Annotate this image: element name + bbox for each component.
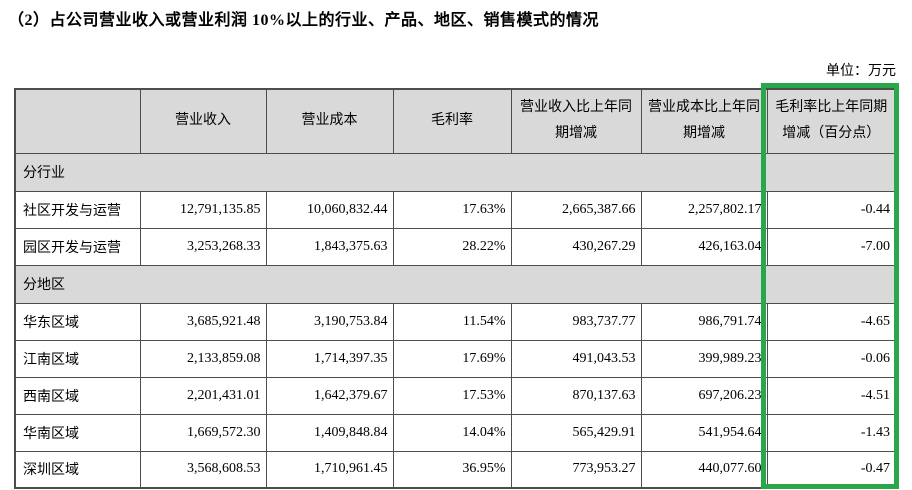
- table-row: 园区开发与运营 3,253,268.33 1,843,375.63 28.22%…: [14, 227, 897, 266]
- row-label: 深圳区域: [14, 450, 141, 489]
- col-header-revenue: 营业收入: [139, 88, 267, 154]
- cell-margin-change: -1.43: [766, 413, 897, 452]
- cell-revenue-change: 430,267.29: [510, 227, 642, 266]
- cell-margin: 17.63%: [392, 190, 512, 229]
- cell-margin-change: -4.51: [766, 376, 897, 415]
- cell-cost-change: 2,257,802.17: [640, 190, 768, 229]
- row-label: 华南区域: [14, 413, 141, 452]
- section-label: 分地区: [14, 264, 897, 304]
- cell-cost: 1,710,961.45: [265, 450, 394, 489]
- cell-cost: 3,190,753.84: [265, 302, 394, 341]
- table-row: 社区开发与运营 12,791,135.85 10,060,832.44 17.6…: [14, 190, 897, 229]
- cell-margin-change: -7.00: [766, 227, 897, 266]
- row-label: 社区开发与运营: [14, 190, 141, 229]
- cell-cost-change: 697,206.23: [640, 376, 768, 415]
- cell-revenue-change: 983,737.77: [510, 302, 642, 341]
- cell-margin: 28.22%: [392, 227, 512, 266]
- col-header-cost: 营业成本: [265, 88, 394, 154]
- cell-margin: 36.95%: [392, 450, 512, 489]
- table-row: 西南区域 2,201,431.01 1,642,379.67 17.53% 87…: [14, 376, 897, 415]
- unit-label: 单位：万元: [826, 64, 896, 79]
- page-title: （2）占公司营业收入或营业利润 10%以上的行业、产品、地区、销售模式的情况: [8, 12, 600, 29]
- cell-revenue-change: 491,043.53: [510, 339, 642, 378]
- cell-cost-change: 399,989.23: [640, 339, 768, 378]
- cell-margin: 14.04%: [392, 413, 512, 452]
- col-header-blank: [14, 88, 141, 154]
- col-header-margin-change: 毛利率比上年同期增减（百分点）: [766, 88, 897, 154]
- row-label: 西南区域: [14, 376, 141, 415]
- table-header-row: 营业收入 营业成本 毛利率 营业收入比上年同期增减 营业成本比上年同期增减 毛利…: [14, 88, 897, 154]
- cell-revenue-change: 870,137.63: [510, 376, 642, 415]
- row-label: 园区开发与运营: [14, 227, 141, 266]
- col-header-cost-change: 营业成本比上年同期增减: [640, 88, 768, 154]
- cell-margin-change: -0.06: [766, 339, 897, 378]
- row-label: 江南区域: [14, 339, 141, 378]
- section-label: 分行业: [14, 152, 897, 192]
- cell-revenue: 12,791,135.85: [139, 190, 267, 229]
- cell-revenue-change: 2,665,387.66: [510, 190, 642, 229]
- cell-cost-change: 440,077.60: [640, 450, 768, 489]
- cell-revenue: 2,133,859.08: [139, 339, 267, 378]
- table-row: 江南区域 2,133,859.08 1,714,397.35 17.69% 49…: [14, 339, 897, 378]
- cell-revenue: 3,253,268.33: [139, 227, 267, 266]
- cell-margin-change: -0.44: [766, 190, 897, 229]
- cell-cost: 1,843,375.63: [265, 227, 394, 266]
- cell-margin: 17.53%: [392, 376, 512, 415]
- cell-revenue: 1,669,572.30: [139, 413, 267, 452]
- cell-revenue-change: 773,953.27: [510, 450, 642, 489]
- cell-revenue: 3,568,608.53: [139, 450, 267, 489]
- cell-cost-change: 986,791.74: [640, 302, 768, 341]
- cell-margin-change: -0.47: [766, 450, 897, 489]
- cell-cost: 1,642,379.67: [265, 376, 394, 415]
- cell-margin-change: -4.65: [766, 302, 897, 341]
- segment-revenue-table: 营业收入 营业成本 毛利率 营业收入比上年同期增减 营业成本比上年同期增减 毛利…: [14, 88, 897, 489]
- table-row: 华东区域 3,685,921.48 3,190,753.84 11.54% 98…: [14, 302, 897, 341]
- col-header-margin: 毛利率: [392, 88, 512, 154]
- section-row-by-industry: 分行业: [14, 152, 897, 192]
- cell-cost: 1,409,848.84: [265, 413, 394, 452]
- cell-margin: 11.54%: [392, 302, 512, 341]
- cell-cost: 1,714,397.35: [265, 339, 394, 378]
- col-header-revenue-change: 营业收入比上年同期增减: [510, 88, 642, 154]
- table-row: 深圳区域 3,568,608.53 1,710,961.45 36.95% 77…: [14, 450, 897, 489]
- row-label: 华东区域: [14, 302, 141, 341]
- cell-revenue-change: 565,429.91: [510, 413, 642, 452]
- cell-cost-change: 426,163.04: [640, 227, 768, 266]
- cell-revenue: 3,685,921.48: [139, 302, 267, 341]
- cell-revenue: 2,201,431.01: [139, 376, 267, 415]
- table-row: 华南区域 1,669,572.30 1,409,848.84 14.04% 56…: [14, 413, 897, 452]
- section-row-by-region: 分地区: [14, 264, 897, 304]
- cell-margin: 17.69%: [392, 339, 512, 378]
- cell-cost-change: 541,954.64: [640, 413, 768, 452]
- cell-cost: 10,060,832.44: [265, 190, 394, 229]
